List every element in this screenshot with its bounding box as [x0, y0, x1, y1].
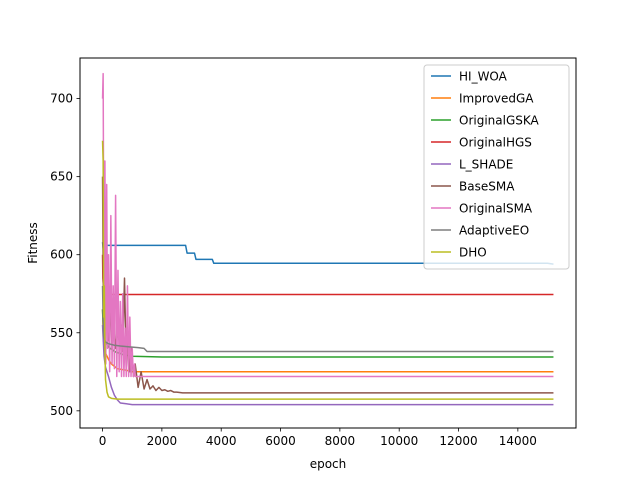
series-layer	[101, 72, 554, 406]
x-tick-label: 14000	[499, 434, 537, 448]
y-tick-label: 650	[50, 170, 73, 184]
legend-label: OriginalGSKA	[459, 114, 540, 128]
legend-label: L_SHADE	[459, 158, 513, 172]
legend-label: DHO	[459, 246, 487, 260]
legend-label: OriginalHGS	[459, 136, 532, 150]
x-tick-label: 8000	[325, 434, 356, 448]
x-tick-label: 12000	[439, 434, 477, 448]
y-tick-label: 550	[50, 326, 73, 340]
series-line-originalsma	[101, 72, 554, 378]
legend-label: ImprovedGA	[459, 92, 534, 106]
y-axis-label: Fitness	[26, 222, 40, 264]
y-axis: 500 550 600 650 700	[50, 92, 80, 418]
plot-frame	[79, 57, 577, 429]
x-tick-label: 10000	[380, 434, 418, 448]
series-line-originalgska	[101, 309, 554, 358]
series-line-dho	[101, 140, 554, 400]
legend-label: HI_WOA	[459, 70, 508, 84]
x-axis-label: epoch	[310, 457, 347, 471]
legend-label: BaseSMA	[459, 180, 515, 194]
x-tick-label: 0	[99, 434, 107, 448]
x-tick-label: 2000	[147, 434, 178, 448]
y-tick-label: 500	[50, 404, 73, 418]
y-tick-label: 600	[50, 248, 73, 262]
x-tick-label: 4000	[206, 434, 237, 448]
series-line-adaptiveeo	[101, 285, 554, 353]
legend-label: AdaptiveEO	[459, 224, 529, 238]
legend-box	[423, 64, 570, 270]
y-tick-label: 700	[50, 92, 73, 106]
series-line-improvedga	[101, 309, 554, 373]
legend-label: OriginalSMA	[459, 202, 533, 216]
legend: HI_WOA ImprovedGA OriginalGSKA OriginalHGS L…	[423, 64, 570, 270]
x-tick-label: 6000	[265, 434, 296, 448]
x-axis: 0 2000 4000 6000 8000 10000 12000 14000	[99, 428, 537, 448]
